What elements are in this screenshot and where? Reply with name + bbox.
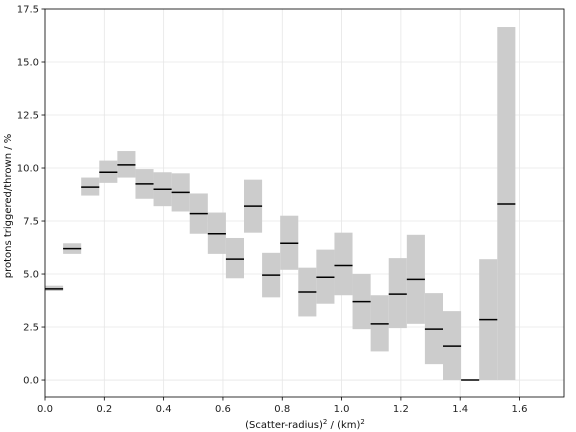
x-tick-label: 0.0 [37, 404, 53, 415]
x-tick-label: 1.6 [512, 404, 528, 415]
uncertainty-band [225, 237, 244, 279]
x-tick-label: 1.4 [452, 404, 468, 415]
uncertainty-band [388, 258, 407, 329]
x-tick-label: 0.4 [156, 404, 172, 415]
value-markers [45, 164, 516, 381]
y-tick-label: 15.0 [17, 58, 39, 69]
x-axis-label: (Scatter-radius)2 / (km)2 [245, 418, 365, 431]
y-tick-label: 10.0 [17, 164, 39, 175]
y-tick-label: 0.0 [23, 376, 39, 387]
x-tick-label: 1.2 [393, 404, 409, 415]
y-tick-label: 7.5 [23, 217, 39, 228]
y-tick-label: 2.5 [23, 323, 39, 334]
y-tick-label: 12.5 [17, 111, 39, 122]
y-tick-label: 5.0 [23, 270, 39, 281]
y-axis-label: protons triggered/thrown / % [3, 134, 14, 279]
plot-frame [44, 8, 565, 398]
x-tick-label: 1.0 [334, 404, 350, 415]
y-axis-ticks: 0.0 2.5 5.0 7.5 10.0 12.5 15.0 17.5 [17, 5, 45, 387]
x-tick-label: 0.2 [96, 404, 112, 415]
y-tick-label: 17.5 [17, 5, 39, 16]
uncertainty-band [334, 232, 353, 296]
x-tick-label: 0.6 [215, 404, 231, 415]
x-tick-label: 0.8 [274, 404, 290, 415]
x-axis-ticks: 0.0 0.2 0.4 0.6 0.8 1.0 1.2 1.4 1.6 [37, 397, 527, 415]
